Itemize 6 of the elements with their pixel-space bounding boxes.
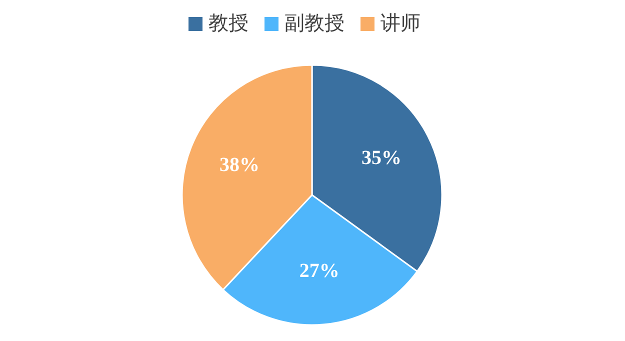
legend-label: 讲师 [380, 10, 420, 34]
legend-label: 副教授 [284, 10, 344, 34]
legend-label: 教授 [208, 10, 248, 34]
data-label: 38% [219, 154, 260, 176]
data-label: 27% [299, 260, 340, 282]
data-label: 35% [362, 147, 402, 170]
